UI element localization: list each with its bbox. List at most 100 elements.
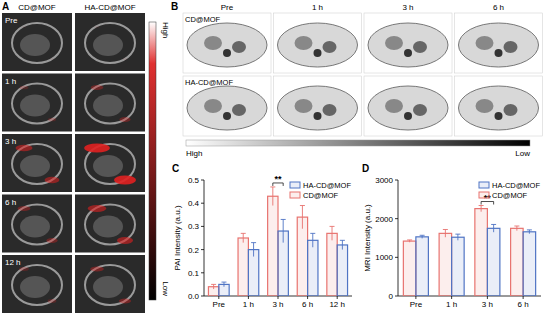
signal: [19, 267, 29, 271]
tissue: [12, 84, 62, 124]
error-bar: [211, 284, 216, 289]
error-bar: [527, 230, 532, 234]
error-cap: [270, 186, 275, 187]
tissue: [93, 34, 123, 56]
error-cap: [310, 233, 315, 234]
tick: [218, 296, 219, 299]
tick-label: 1000: [375, 253, 393, 262]
error-cap: [491, 224, 496, 225]
tissue: [93, 216, 123, 238]
bar: [416, 237, 429, 296]
tissue: [93, 276, 123, 298]
bar: [403, 241, 416, 296]
tick-label: 1 h: [243, 300, 254, 309]
bar: [337, 245, 347, 296]
tissue: [476, 99, 494, 113]
tissue: [232, 104, 246, 116]
signal: [18, 206, 31, 211]
tissue: [20, 276, 50, 298]
figure: ACD@MOFPre1 h3 h6 h12 hHA-CD@MOFHighLowB…: [0, 0, 546, 316]
tick: [395, 257, 398, 258]
tick: [201, 296, 204, 297]
mri-image: [183, 76, 271, 136]
error-bar: [310, 233, 315, 247]
error-cap: [407, 239, 412, 240]
annotation: **: [274, 174, 282, 184]
error-bar: [420, 235, 425, 238]
tissue: [385, 36, 403, 50]
tick: [487, 296, 488, 299]
signal: [114, 175, 136, 184]
row-label: Pre: [5, 16, 18, 25]
tick-label: Pre: [213, 300, 226, 309]
tick-label: 0.3: [188, 222, 200, 231]
image-bg: [274, 76, 362, 136]
tissue: [232, 41, 246, 53]
axis-title: PAI Intensity (a.u.): [173, 205, 182, 271]
image-bg: [274, 13, 362, 73]
legend-swatch: [479, 182, 489, 188]
tick: [307, 296, 308, 299]
tick-label: 3 h: [272, 300, 283, 309]
tick: [451, 296, 452, 299]
row-label: HA-CD@MOF: [185, 78, 233, 87]
error-line: [457, 234, 458, 240]
bar: [452, 237, 465, 296]
legend-label: CD@MOF: [492, 191, 528, 200]
tick: [201, 203, 204, 204]
tissue: [476, 36, 494, 50]
error-bar: [340, 240, 345, 249]
tick: [395, 296, 398, 297]
signal: [50, 58, 55, 60]
legend-swatch: [290, 182, 300, 188]
tissue: [495, 49, 503, 57]
signal: [91, 85, 103, 90]
tissue: [187, 23, 267, 67]
tissue: [20, 34, 50, 56]
pa-image: [75, 195, 145, 253]
tick-label: 12 h: [329, 300, 345, 309]
signal: [19, 86, 28, 90]
image-bg: [364, 76, 452, 136]
image-bg: [75, 13, 145, 71]
plot-area: [208, 187, 347, 296]
error-bar: [251, 243, 256, 257]
bar: [268, 196, 278, 296]
bar: [511, 228, 524, 296]
error-cap: [221, 282, 226, 283]
tissue: [385, 99, 403, 113]
colorbar: [186, 140, 530, 146]
signal: [84, 143, 110, 152]
signal: [16, 145, 33, 151]
colorbar: [149, 22, 156, 300]
pa-image: [2, 13, 72, 71]
row-label: 1 h: [5, 77, 16, 86]
error-cap: [300, 205, 305, 206]
pa-image: [2, 74, 72, 132]
signal: [117, 237, 133, 244]
column-header: 1 h: [312, 3, 323, 12]
error-cap: [514, 226, 519, 227]
panel-label: B: [171, 1, 178, 12]
error-cap: [527, 229, 532, 230]
tissue: [204, 36, 222, 50]
error-bar: [491, 224, 496, 232]
legend-swatch: [290, 192, 300, 198]
tissue: [223, 112, 231, 120]
signal: [94, 26, 99, 28]
tick-label: 3 h: [482, 300, 493, 309]
tissue: [20, 216, 50, 238]
tissue: [93, 155, 123, 177]
pa-image: [75, 13, 145, 71]
image-bg: [2, 195, 72, 253]
signal: [119, 298, 131, 303]
tick-label: 1 h: [446, 300, 457, 309]
tissue: [368, 23, 448, 67]
row-label: 6 h: [5, 198, 16, 207]
signal: [48, 299, 57, 303]
error-cap: [281, 219, 286, 220]
error-line: [223, 282, 224, 287]
tissue: [93, 95, 123, 117]
tick: [395, 180, 398, 181]
tick: [201, 226, 204, 227]
